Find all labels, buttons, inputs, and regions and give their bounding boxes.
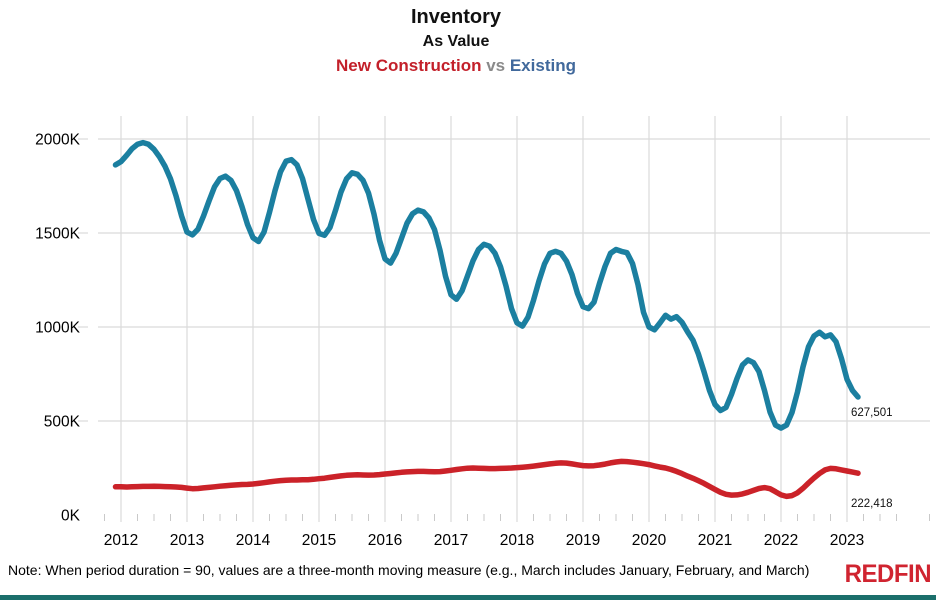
x-tick-label: 2023 — [830, 532, 864, 549]
chart-header: Inventory As Value New Construction vs E… — [0, 6, 912, 77]
series-line-existing — [112, 139, 861, 431]
end-value-label-existing: 627,501 — [851, 407, 893, 419]
series-line-new-construction — [112, 458, 861, 500]
x-tick-label: 2020 — [632, 532, 667, 549]
x-tick-label: 2012 — [104, 532, 138, 549]
x-tick-label: 2017 — [434, 532, 468, 549]
x-tick-label: 2014 — [236, 532, 271, 549]
bottom-accent-bar — [0, 595, 936, 600]
legend-existing: Existing — [509, 56, 576, 76]
x-tick-label: 2022 — [764, 532, 798, 549]
y-tick-label: 500K — [44, 414, 81, 431]
x-tick-label: 2013 — [170, 532, 204, 549]
footnote: Note: When period duration = 90, values … — [8, 562, 810, 578]
y-tick-label: 1500K — [35, 226, 80, 243]
y-tick-label: 0K — [61, 508, 81, 525]
x-tick-label: 2015 — [302, 532, 336, 549]
chart-title: Inventory — [410, 6, 502, 28]
x-tick-label: 2021 — [698, 532, 732, 549]
x-tick-label: 2019 — [566, 532, 600, 549]
y-tick-label: 1000K — [35, 320, 80, 337]
x-tick-label: 2018 — [500, 532, 534, 549]
legend-vs: vs — [481, 56, 510, 76]
end-value-label-new-construction: 222,418 — [851, 498, 893, 510]
legend-new-construction: New Construction — [336, 56, 482, 76]
x-tick-label: 2016 — [368, 532, 402, 549]
chart-legend: New Construction vs Existing — [0, 56, 912, 76]
y-tick-label: 2000K — [35, 132, 80, 149]
chart-subtitle: As Value — [422, 32, 490, 50]
redfin-logo: REDFIN — [844, 560, 932, 588]
